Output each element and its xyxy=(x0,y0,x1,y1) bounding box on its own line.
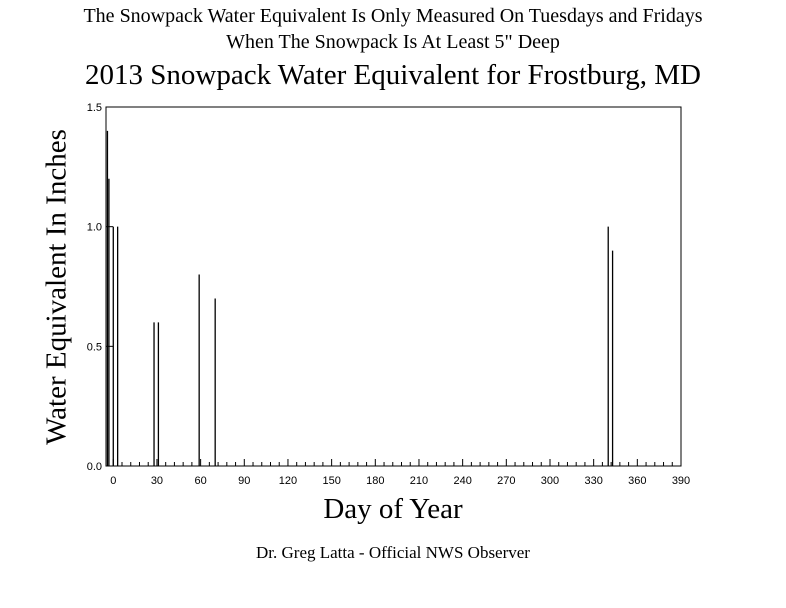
x-axis-label: Day of Year xyxy=(323,493,463,525)
plot-frame xyxy=(105,106,682,467)
y-tick-label: 1.0 xyxy=(87,222,102,234)
x-tick-label: 150 xyxy=(322,475,340,487)
measurement-note-line1: The Snowpack Water Equivalent Is Only Me… xyxy=(83,5,703,27)
x-tick-label: 180 xyxy=(366,475,384,487)
measurement-note-line2: When The Snowpack Is At Least 5" Deep xyxy=(226,31,560,53)
x-tick-label: 30 xyxy=(151,475,163,487)
y-tick-label: 0.0 xyxy=(87,461,102,473)
x-tick-label: 360 xyxy=(628,475,646,487)
x-tick-label: 330 xyxy=(584,475,602,487)
x-tick-label: 60 xyxy=(194,475,206,487)
chart-title: 2013 Snowpack Water Equivalent for Frost… xyxy=(85,59,701,91)
x-tick-label: 210 xyxy=(410,475,428,487)
x-tick-label: 90 xyxy=(238,475,250,487)
x-tick-label: 270 xyxy=(497,475,515,487)
x-tick-label: 300 xyxy=(541,475,559,487)
x-tick-label: 240 xyxy=(453,475,471,487)
y-tick-label: 1.5 xyxy=(87,102,102,114)
x-tick-label: 120 xyxy=(279,475,297,487)
x-tick-label: 0 xyxy=(110,475,116,487)
y-tick-label: 0.5 xyxy=(87,341,102,353)
x-tick-label: 390 xyxy=(672,475,690,487)
observer-credit: Dr. Greg Latta - Official NWS Observer xyxy=(256,543,530,562)
